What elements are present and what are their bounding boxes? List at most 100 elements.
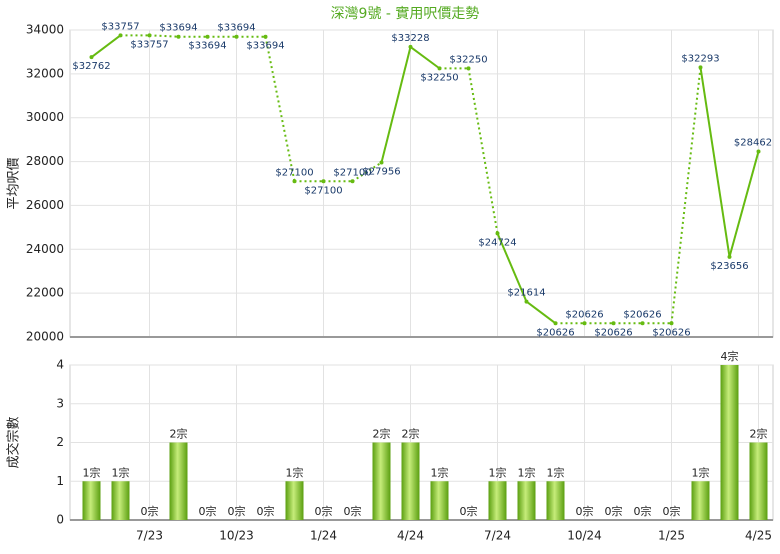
point xyxy=(698,65,703,70)
point xyxy=(205,34,210,39)
value-label: $20626 xyxy=(652,327,690,338)
point xyxy=(263,34,268,39)
bar xyxy=(749,442,768,520)
bar xyxy=(430,481,449,520)
y-tick-label: 0 xyxy=(56,513,64,527)
value-label: 2宗 xyxy=(170,427,188,441)
point xyxy=(176,34,181,39)
value-label: $24724 xyxy=(478,237,516,248)
point xyxy=(553,321,558,326)
value-label: $33694 xyxy=(217,23,255,34)
value-label: $32250 xyxy=(420,72,458,83)
y-tick-label: 28000 xyxy=(26,154,64,168)
y-tick-label: 2 xyxy=(56,435,64,449)
point xyxy=(408,44,413,49)
x-tick-label: 7/24 xyxy=(484,529,511,543)
bar xyxy=(285,481,304,520)
x-tick-label: 4/24 xyxy=(397,529,424,543)
chart-title: 深灣9號 - 實用呎價走勢 xyxy=(331,5,480,22)
value-label: $33757 xyxy=(101,21,139,32)
value-label: $32762 xyxy=(72,61,110,72)
bar xyxy=(546,481,565,520)
value-label: $27956 xyxy=(362,167,400,178)
line-segment xyxy=(90,34,122,58)
value-label: $27100 xyxy=(333,167,371,178)
y-tick-label: 32000 xyxy=(26,66,64,80)
value-label: 0宗 xyxy=(460,504,478,518)
x-tick-label: 7/23 xyxy=(136,529,163,543)
x-tick-label: 10/23 xyxy=(219,529,254,543)
value-label: 0宗 xyxy=(141,504,159,518)
x-tick-label: 1/25 xyxy=(658,529,685,543)
x-tick-label: 10/24 xyxy=(567,529,602,543)
point xyxy=(524,299,529,304)
line-segment xyxy=(699,67,731,257)
bar xyxy=(720,365,739,520)
point xyxy=(379,160,384,165)
value-label: 1宗 xyxy=(518,465,536,479)
value-label: $28462 xyxy=(734,137,772,148)
y-tick-label: 34000 xyxy=(26,23,64,37)
value-label: 1宗 xyxy=(286,465,304,479)
y-tick-label: 22000 xyxy=(26,286,64,300)
value-label: $33694 xyxy=(188,41,226,52)
y-tick-label: 3 xyxy=(56,396,64,410)
point xyxy=(437,66,442,71)
value-label: $33757 xyxy=(130,39,168,50)
value-label: $32293 xyxy=(681,53,719,64)
value-label: $20626 xyxy=(594,327,632,338)
bar xyxy=(82,481,101,520)
value-label: 1宗 xyxy=(431,465,449,479)
value-label: 0宗 xyxy=(344,504,362,518)
value-label: $27100 xyxy=(275,167,313,178)
line-segment xyxy=(409,46,441,70)
point xyxy=(582,321,587,326)
value-label: 2宗 xyxy=(373,427,391,441)
point xyxy=(292,179,297,184)
point xyxy=(147,33,152,38)
value-label: $32250 xyxy=(449,54,487,65)
y-axis-label: 成交宗數 xyxy=(6,416,22,468)
y-tick-label: 20000 xyxy=(26,330,64,344)
line-segment xyxy=(380,46,412,163)
y-axis-label: 平均呎價 xyxy=(7,157,22,209)
point xyxy=(234,34,239,39)
value-label: $33694 xyxy=(246,41,284,52)
value-label: 1宗 xyxy=(547,465,565,479)
value-label: 1宗 xyxy=(489,465,507,479)
value-label: $20626 xyxy=(536,327,574,338)
point xyxy=(89,55,94,60)
plot-area xyxy=(69,29,774,338)
point xyxy=(611,321,616,326)
bar xyxy=(517,481,536,520)
line-segment xyxy=(351,161,383,183)
point xyxy=(495,231,500,236)
point xyxy=(727,254,732,259)
value-label: 0宗 xyxy=(663,504,681,518)
value-label: 0宗 xyxy=(257,504,275,518)
bar xyxy=(111,481,130,520)
value-label: $33228 xyxy=(391,33,429,44)
point xyxy=(640,321,645,326)
value-label: $20626 xyxy=(623,309,661,320)
x-tick-label: 1/24 xyxy=(310,529,337,543)
y-tick-label: 30000 xyxy=(26,110,64,124)
value-label: $20626 xyxy=(565,309,603,320)
value-label: $23656 xyxy=(710,261,748,272)
value-label: 2宗 xyxy=(750,427,768,441)
value-label: 0宗 xyxy=(315,504,333,518)
line-segment xyxy=(525,300,557,325)
value-label: 4宗 xyxy=(721,349,739,363)
point xyxy=(350,179,355,184)
bar xyxy=(169,442,188,520)
y-tick-label: 24000 xyxy=(26,242,64,256)
point xyxy=(466,66,471,71)
bar xyxy=(401,442,420,520)
value-label: $21614 xyxy=(507,288,545,299)
value-label: 1宗 xyxy=(692,465,710,479)
value-label: 0宗 xyxy=(576,504,594,518)
value-label: 1宗 xyxy=(112,465,130,479)
y-tick-label: 4 xyxy=(56,358,64,372)
bar xyxy=(488,481,507,520)
